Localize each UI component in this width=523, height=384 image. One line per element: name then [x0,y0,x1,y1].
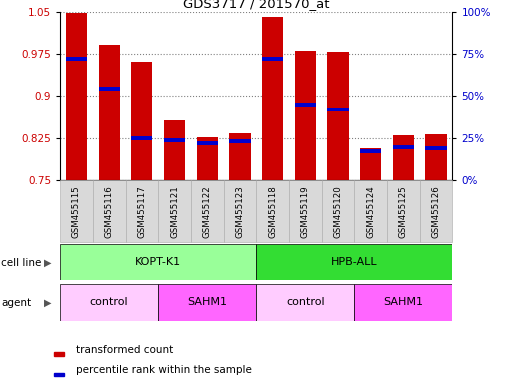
FancyBboxPatch shape [256,180,289,242]
Bar [66,57,87,61]
Bar [131,136,153,140]
Bar [229,132,251,180]
Text: transformed count: transformed count [76,345,173,355]
Bar [229,139,251,143]
Bar [98,45,120,180]
Bar [54,372,64,376]
Title: GDS3717 / 201570_at: GDS3717 / 201570_at [183,0,329,10]
Bar [54,353,64,356]
Bar [393,145,414,149]
Bar [360,149,381,152]
Bar [327,52,349,180]
Text: GSM455115: GSM455115 [72,185,81,238]
Text: KOPT-K1: KOPT-K1 [135,257,181,267]
Bar [294,103,316,107]
FancyBboxPatch shape [289,180,322,242]
Bar [256,244,452,280]
FancyBboxPatch shape [387,180,419,242]
Text: GSM455117: GSM455117 [138,185,146,238]
Bar [256,284,355,321]
Text: control: control [90,297,129,308]
Text: GSM455118: GSM455118 [268,185,277,238]
Text: control: control [286,297,325,308]
FancyBboxPatch shape [126,180,158,242]
Bar [197,141,218,145]
FancyBboxPatch shape [224,180,256,242]
Text: ▶: ▶ [44,258,51,268]
Text: GSM455122: GSM455122 [203,185,212,238]
Bar [60,244,256,280]
Bar [425,134,447,180]
Bar [294,51,316,180]
Text: cell line: cell line [1,258,41,268]
Bar [164,138,185,142]
Bar [131,62,153,180]
Text: GSM455124: GSM455124 [366,185,375,238]
Bar [327,108,349,111]
FancyBboxPatch shape [158,180,191,242]
Bar [164,120,185,180]
Text: SAHM1: SAHM1 [383,297,423,308]
Text: GSM455126: GSM455126 [431,185,440,238]
Text: GSM455120: GSM455120 [334,185,343,238]
Text: GSM455123: GSM455123 [235,185,244,238]
Bar [98,87,120,91]
FancyBboxPatch shape [355,180,387,242]
Bar [197,137,218,180]
Text: percentile rank within the sample: percentile rank within the sample [76,365,252,375]
Text: GSM455116: GSM455116 [105,185,113,238]
Text: SAHM1: SAHM1 [187,297,227,308]
Text: GSM455119: GSM455119 [301,185,310,238]
Text: ▶: ▶ [44,298,51,308]
Bar [262,17,283,180]
FancyBboxPatch shape [322,180,355,242]
FancyBboxPatch shape [419,180,452,242]
Bar [158,284,256,321]
Bar [393,136,414,180]
Text: agent: agent [1,298,31,308]
FancyBboxPatch shape [191,180,224,242]
Text: GSM455125: GSM455125 [399,185,408,238]
Bar [262,58,283,61]
Bar [355,284,452,321]
Bar [425,146,447,150]
Bar [60,284,158,321]
Text: GSM455121: GSM455121 [170,185,179,238]
Text: HPB-ALL: HPB-ALL [331,257,378,267]
FancyBboxPatch shape [60,180,93,242]
FancyBboxPatch shape [93,180,126,242]
Bar [360,148,381,180]
Bar [66,13,87,180]
